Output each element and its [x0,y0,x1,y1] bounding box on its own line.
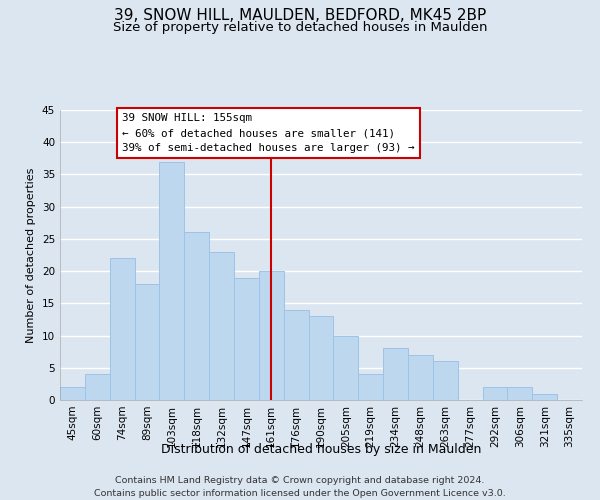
Bar [209,252,234,400]
Bar [160,162,184,400]
Text: 39 SNOW HILL: 155sqm
← 60% of detached houses are smaller (141)
39% of semi-deta: 39 SNOW HILL: 155sqm ← 60% of detached h… [122,113,415,153]
Text: Contains HM Land Registry data © Crown copyright and database right 2024.: Contains HM Land Registry data © Crown c… [115,476,485,485]
Y-axis label: Number of detached properties: Number of detached properties [26,168,37,342]
Bar [60,387,85,400]
Bar [532,394,557,400]
Bar [334,336,358,400]
Bar [482,387,508,400]
Bar [184,232,209,400]
Bar [85,374,110,400]
Bar [433,362,458,400]
Text: Contains public sector information licensed under the Open Government Licence v3: Contains public sector information licen… [94,489,506,498]
Text: Size of property relative to detached houses in Maulden: Size of property relative to detached ho… [113,21,487,34]
Bar [259,271,284,400]
Bar [284,310,308,400]
Bar [358,374,383,400]
Bar [408,355,433,400]
Bar [134,284,160,400]
Bar [383,348,408,400]
Bar [508,387,532,400]
Bar [234,278,259,400]
Bar [308,316,334,400]
Text: 39, SNOW HILL, MAULDEN, BEDFORD, MK45 2BP: 39, SNOW HILL, MAULDEN, BEDFORD, MK45 2B… [114,8,486,22]
Bar [110,258,134,400]
Text: Distribution of detached houses by size in Maulden: Distribution of detached houses by size … [161,442,481,456]
